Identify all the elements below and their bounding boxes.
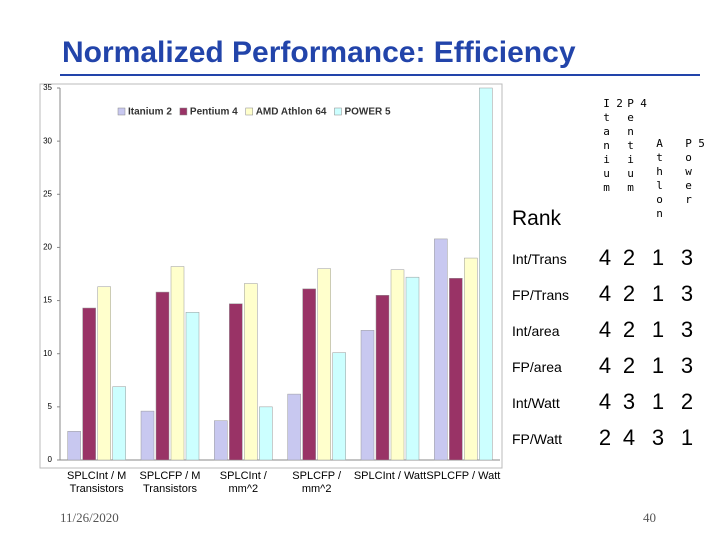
- legend-label: POWER 5: [344, 107, 391, 118]
- rank-value: 3: [651, 425, 665, 450]
- rank-value: 3: [622, 389, 636, 414]
- rank-value: 1: [651, 317, 665, 342]
- rank-value: 4: [598, 245, 612, 270]
- column-header: Athlon: [653, 137, 666, 221]
- x-tick-label: SPLCFP / M Transistors: [139, 470, 201, 495]
- bar: [97, 286, 111, 461]
- bar: [375, 295, 390, 461]
- bar: [317, 268, 331, 461]
- rank-value: 1: [651, 245, 665, 270]
- row-label: Int/Watt: [512, 395, 560, 411]
- rank-value: 4: [598, 317, 612, 342]
- rank-value: 2: [622, 317, 636, 342]
- page-number: 40: [643, 510, 656, 525]
- bar: [229, 303, 243, 461]
- y-tick-label: 15: [43, 296, 52, 305]
- footer-date: 11/26/2020: [60, 510, 119, 525]
- row-label: Int/Trans: [512, 251, 567, 267]
- legend-swatch: [245, 107, 253, 116]
- bar: [185, 312, 200, 461]
- bar: [259, 406, 273, 461]
- bar: [287, 393, 301, 461]
- bar: [360, 330, 375, 461]
- bar: [82, 307, 96, 461]
- rank-value: 2: [598, 425, 612, 450]
- legend-label: Pentium 4: [190, 107, 238, 118]
- y-tick-label: 30: [43, 136, 52, 145]
- column-header: Pentium 4: [624, 97, 650, 195]
- rank-value: 1: [680, 425, 694, 450]
- rank-value: 4: [598, 281, 612, 306]
- legend-label: Itanium 2: [128, 107, 172, 118]
- bar: [434, 238, 448, 461]
- bar: [302, 288, 316, 461]
- legend-swatch: [179, 107, 188, 116]
- legend-swatch: [117, 107, 126, 116]
- bar: [464, 257, 478, 461]
- row-label: FP/Watt: [512, 431, 563, 447]
- bar: [390, 269, 405, 461]
- rank-value: 2: [622, 281, 636, 306]
- bar: [449, 278, 463, 461]
- bar: [214, 420, 228, 461]
- rank-value: 1: [651, 353, 665, 378]
- bar: [140, 410, 155, 461]
- x-tick-label: SPLCInt / mm^2: [219, 470, 267, 495]
- row-label: FP/Trans: [512, 287, 570, 303]
- rank-value: 3: [680, 353, 694, 378]
- legend-label: AMD Athlon 64: [256, 107, 327, 118]
- bar: [244, 283, 258, 461]
- bar: [155, 291, 170, 461]
- row-label: Int/area: [512, 323, 560, 339]
- rank-value: 4: [598, 389, 612, 414]
- rank-value: 4: [622, 425, 636, 450]
- row-label: FP/area: [512, 359, 562, 375]
- bar: [405, 276, 420, 461]
- rank-value: 2: [680, 389, 694, 414]
- bar: [332, 352, 346, 461]
- bar: [67, 431, 81, 461]
- bar: [170, 266, 185, 461]
- y-tick-label: 5: [48, 402, 53, 411]
- rank-value: 1: [651, 389, 665, 414]
- bar: [479, 87, 493, 461]
- rank-value: 3: [680, 281, 694, 306]
- table-header: Rank: [512, 207, 562, 230]
- column-header: Itanium 2: [600, 97, 626, 195]
- x-tick-label: SPLCFP / mm^2: [292, 470, 342, 495]
- slide-title: Normalized Performance: Efficiency: [62, 36, 576, 69]
- rank-value: 2: [622, 353, 636, 378]
- legend-swatch: [334, 107, 342, 116]
- y-tick-label: 10: [43, 349, 52, 358]
- rank-value: 4: [598, 353, 612, 378]
- y-tick-label: 0: [48, 455, 53, 464]
- bar: [112, 386, 126, 461]
- column-header: Power 5: [682, 137, 708, 207]
- x-tick-label: SPLCInt / M Transistors: [67, 470, 127, 495]
- y-tick-label: 35: [43, 83, 52, 92]
- rank-value: 3: [680, 317, 694, 342]
- rank-value: 2: [622, 245, 636, 270]
- rank-value: 1: [651, 281, 665, 306]
- rank-value: 3: [680, 245, 694, 270]
- title-rule: [60, 74, 700, 76]
- y-tick-label: 25: [43, 189, 52, 198]
- y-tick-label: 20: [43, 243, 52, 252]
- x-tick-label: SPLCInt / Watt: [353, 470, 427, 482]
- x-tick-label: SPLCFP / Watt: [426, 470, 501, 482]
